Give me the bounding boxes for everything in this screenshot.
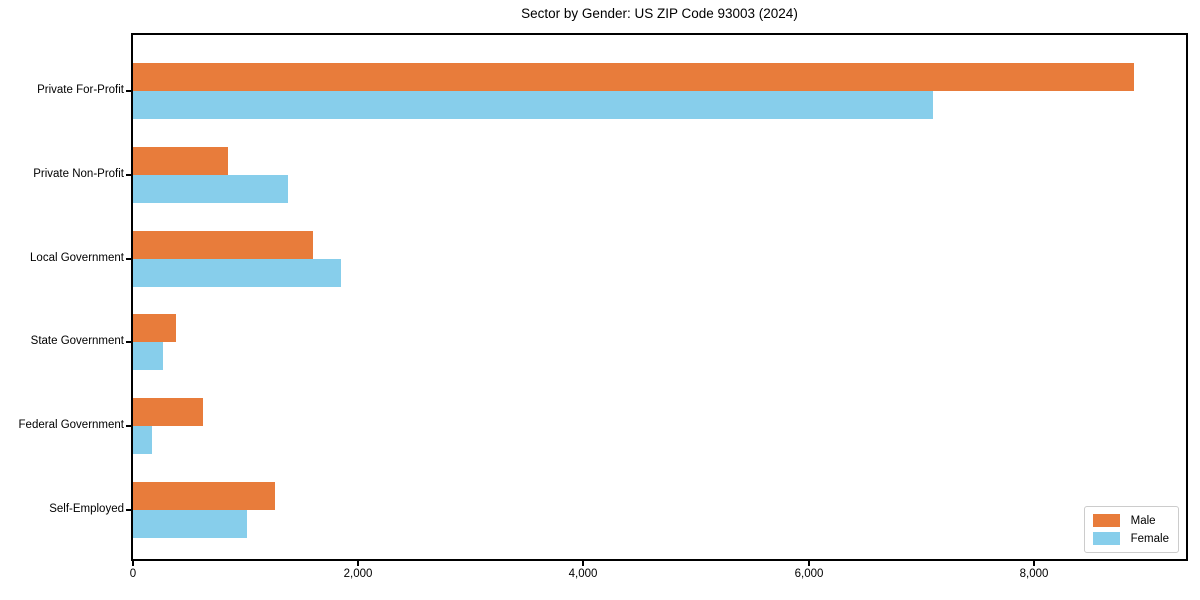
bar-female-5: [133, 426, 152, 454]
x-tick: [582, 561, 584, 566]
bar-male-3: [133, 231, 313, 259]
y-axis-label: Local Government: [30, 252, 124, 264]
bar-male-5: [133, 398, 203, 426]
legend-label-male: Male: [1130, 514, 1156, 527]
bar-male-2: [133, 147, 228, 175]
x-tick: [808, 561, 810, 566]
y-axis-label: State Government: [30, 335, 124, 347]
bar-female-1: [133, 91, 933, 119]
legend: Male Female: [1083, 506, 1179, 553]
x-tick-label: 4,000: [568, 568, 598, 580]
y-tick: [126, 341, 131, 343]
x-tick: [132, 561, 134, 566]
bar-female-3: [133, 259, 341, 287]
plot-area: Male Female: [131, 33, 1188, 561]
y-tick: [126, 425, 131, 427]
x-tick-label: 6,000: [794, 568, 824, 580]
y-tick: [126, 90, 131, 92]
y-axis-label: Federal Government: [18, 419, 124, 431]
x-tick: [1033, 561, 1035, 566]
x-tick-label: 8,000: [1019, 568, 1049, 580]
chart-title: Sector by Gender: US ZIP Code 93003 (202…: [521, 6, 798, 21]
y-tick: [126, 258, 131, 260]
x-tick-label: 0: [129, 568, 137, 580]
bar-female-4: [133, 342, 163, 370]
legend-label-female: Female: [1130, 532, 1169, 545]
bar-female-6: [133, 510, 247, 538]
bar-female-2: [133, 175, 288, 203]
bar-male-4: [133, 314, 176, 342]
legend-entry-female: Female: [1092, 532, 1169, 545]
y-axis-label: Self-Employed: [49, 503, 124, 515]
legend-swatch-male: [1092, 514, 1120, 527]
legend-swatch-female: [1092, 532, 1120, 545]
bar-male-6: [133, 482, 275, 510]
y-tick: [126, 509, 131, 511]
y-axis-label: Private For-Profit: [37, 84, 124, 96]
legend-entry-male: Male: [1092, 514, 1169, 527]
bar-male-1: [133, 63, 1134, 91]
x-tick-label: 2,000: [343, 568, 373, 580]
x-tick: [357, 561, 359, 566]
y-axis-label: Private Non-Profit: [33, 168, 124, 180]
y-tick: [126, 174, 131, 176]
